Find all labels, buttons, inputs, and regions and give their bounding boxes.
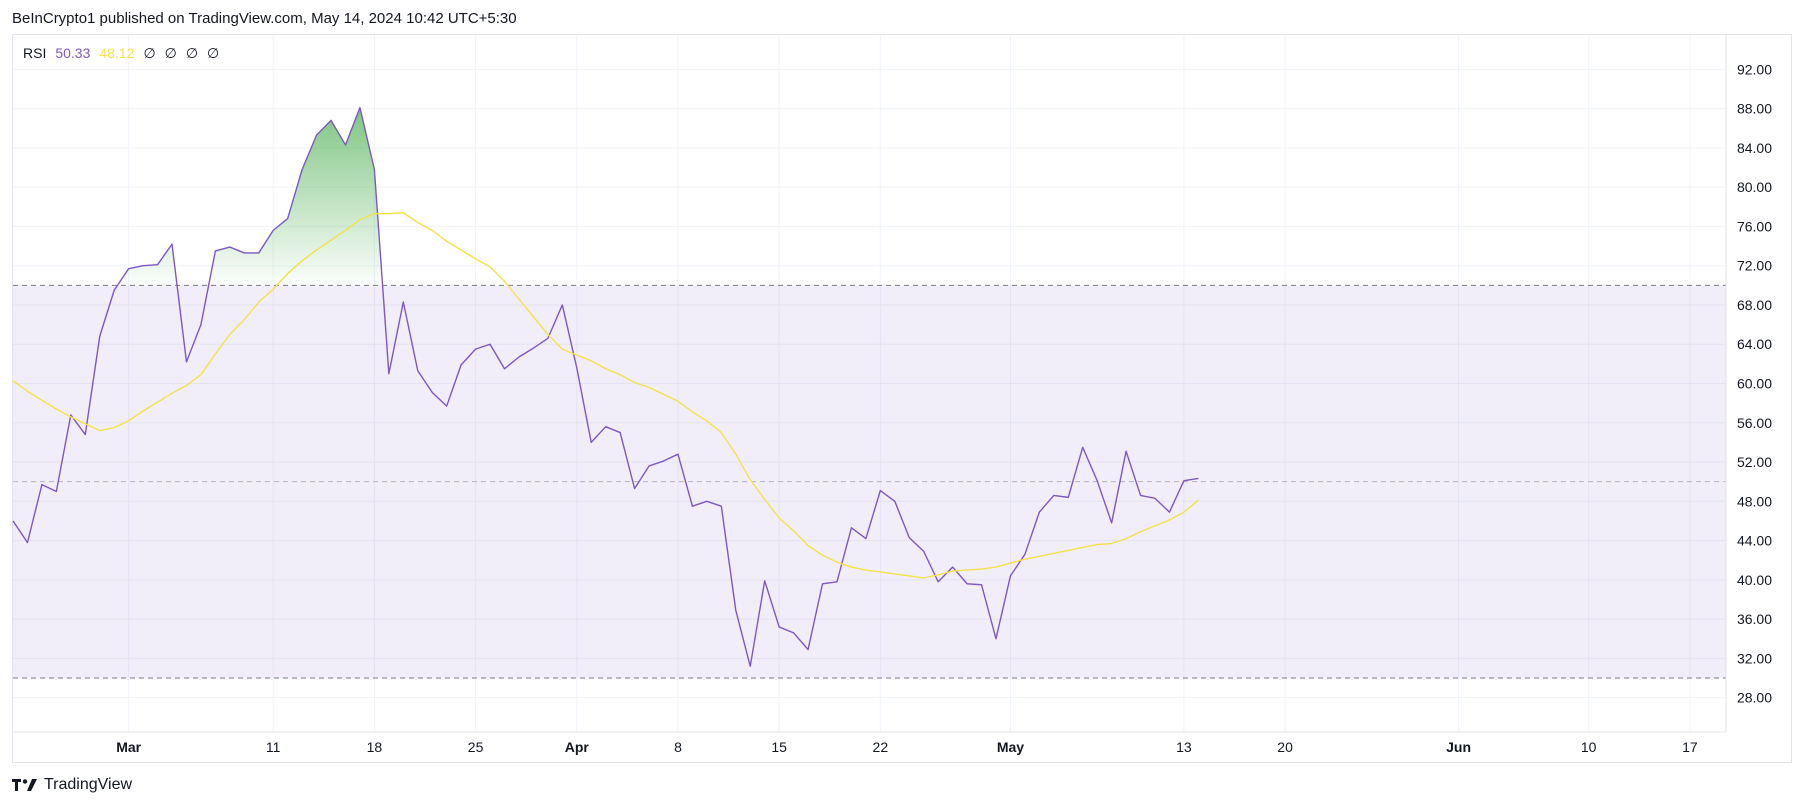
y-tick-label: 40.00: [1737, 572, 1772, 588]
legend-rsi-value: 50.33: [55, 45, 91, 61]
x-tick-label: 25: [468, 739, 484, 755]
y-tick-label: 88.00: [1737, 101, 1772, 117]
y-tick-label: 80.00: [1737, 179, 1772, 195]
y-tick-label: 48.00: [1737, 493, 1772, 509]
x-tick-label: 22: [873, 739, 889, 755]
x-tick-label: 10: [1581, 739, 1597, 755]
x-tick-label: 13: [1176, 739, 1192, 755]
x-tick-label: 8: [674, 739, 682, 755]
indicator-legend[interactable]: RSI 50.33 48.12 ∅ ∅ ∅ ∅: [23, 45, 219, 62]
legend-ma-value: 48.12: [99, 45, 135, 61]
x-tick-label: 11: [266, 739, 281, 755]
y-tick-label: 44.00: [1737, 533, 1772, 549]
x-tick-label: Jun: [1446, 739, 1471, 755]
rsi-ma-line: [12, 211, 1199, 579]
y-tick-label: 84.00: [1737, 140, 1772, 156]
chart-frame: [12, 34, 1792, 763]
rsi-line: [12, 106, 1199, 667]
overbought-fill: [117, 244, 178, 286]
y-tick-label: 28.00: [1737, 690, 1772, 706]
y-tick-label: 32.00: [1737, 650, 1772, 666]
y-tick-label: 72.00: [1737, 258, 1772, 274]
x-tick-label: Mar: [116, 739, 141, 755]
legend-indicator-name: RSI: [23, 45, 47, 61]
legend-na-value-3: ∅: [185, 45, 199, 61]
overbought-fill: [208, 107, 383, 286]
x-tick-label: Apr: [565, 739, 590, 755]
x-tick-label: 20: [1277, 739, 1293, 755]
x-tick-label: 18: [367, 739, 383, 755]
y-tick-label: 76.00: [1737, 218, 1772, 234]
tradingview-logo-icon: [12, 779, 37, 791]
y-tick-label: 68.00: [1737, 297, 1772, 313]
tradingview-brand: TradingView: [44, 776, 133, 793]
tradingview-logo[interactable]: TradingView: [12, 776, 132, 794]
x-tick-label: May: [997, 739, 1024, 755]
y-tick-label: 36.00: [1737, 611, 1772, 627]
legend-na-value-1: ∅: [143, 45, 156, 61]
y-tick-label: 64.00: [1737, 336, 1772, 352]
y-tick-label: 60.00: [1737, 376, 1772, 392]
y-tick-label: 92.00: [1737, 61, 1772, 77]
publish-attribution: BeInCrypto1 published on TradingView.com…: [12, 10, 517, 27]
legend-na-value-2: ∅: [164, 45, 177, 61]
y-tick-label: 56.00: [1737, 415, 1772, 431]
legend-na-value-4: ∅: [207, 45, 220, 61]
x-tick-label: 17: [1682, 739, 1698, 755]
y-tick-label: 52.00: [1737, 454, 1772, 470]
x-tick-label: 15: [771, 739, 787, 755]
